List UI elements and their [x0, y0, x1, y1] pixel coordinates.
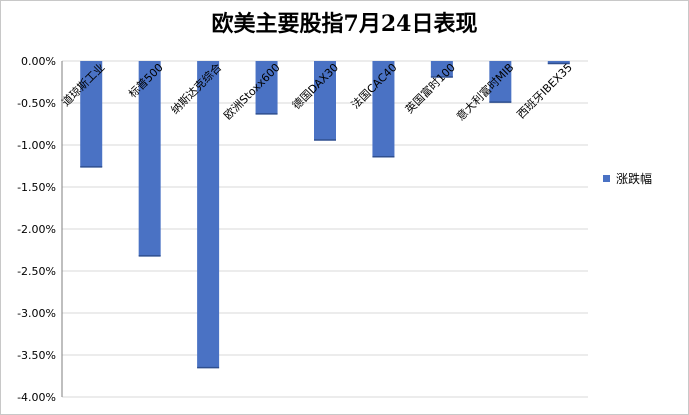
bar — [138, 61, 161, 256]
y-tick-label: -1.50% — [17, 181, 56, 194]
y-tick-label: -1.00% — [17, 139, 56, 152]
y-tick-label: -2.00% — [17, 223, 56, 236]
bar — [80, 61, 103, 167]
bar — [430, 61, 453, 77]
bar — [197, 61, 220, 368]
legend: 涨跌幅 — [603, 170, 652, 187]
bar — [489, 61, 512, 103]
y-tick-label: -2.50% — [17, 265, 56, 278]
y-tick-label: -3.50% — [17, 349, 56, 362]
category-label: 英国富时100 — [402, 60, 458, 116]
category-label: 西班牙IBEX35 — [515, 61, 575, 121]
bar — [314, 61, 336, 140]
bar — [372, 61, 395, 157]
legend-swatch — [603, 175, 610, 182]
legend-label: 涨跌幅 — [616, 172, 653, 186]
y-tick-label: -3.00% — [17, 307, 56, 320]
y-tick-label: 0.00% — [21, 55, 56, 68]
chart-title: 欧美主要股指7月24日表现 — [211, 11, 478, 37]
bar — [255, 61, 278, 114]
bar — [547, 61, 570, 64]
y-tick-label: -0.50% — [17, 97, 56, 110]
y-tick-label: -4.00% — [17, 391, 56, 404]
